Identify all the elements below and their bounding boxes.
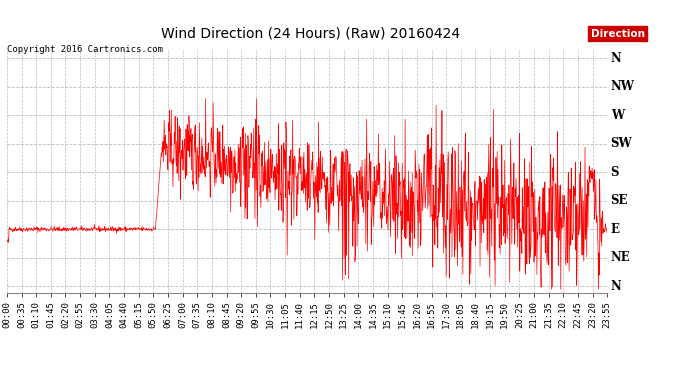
Text: Copyright 2016 Cartronics.com: Copyright 2016 Cartronics.com <box>7 45 163 54</box>
Text: N: N <box>611 280 622 292</box>
Text: S: S <box>611 166 619 179</box>
Text: Direction: Direction <box>591 29 644 39</box>
Text: Wind Direction (24 Hours) (Raw) 20160424: Wind Direction (24 Hours) (Raw) 20160424 <box>161 26 460 40</box>
Text: NE: NE <box>611 251 631 264</box>
Text: N: N <box>611 52 622 65</box>
Text: SE: SE <box>611 194 628 207</box>
Text: E: E <box>611 223 620 236</box>
Text: W: W <box>611 109 624 122</box>
Text: NW: NW <box>611 80 635 93</box>
Text: SW: SW <box>611 137 633 150</box>
